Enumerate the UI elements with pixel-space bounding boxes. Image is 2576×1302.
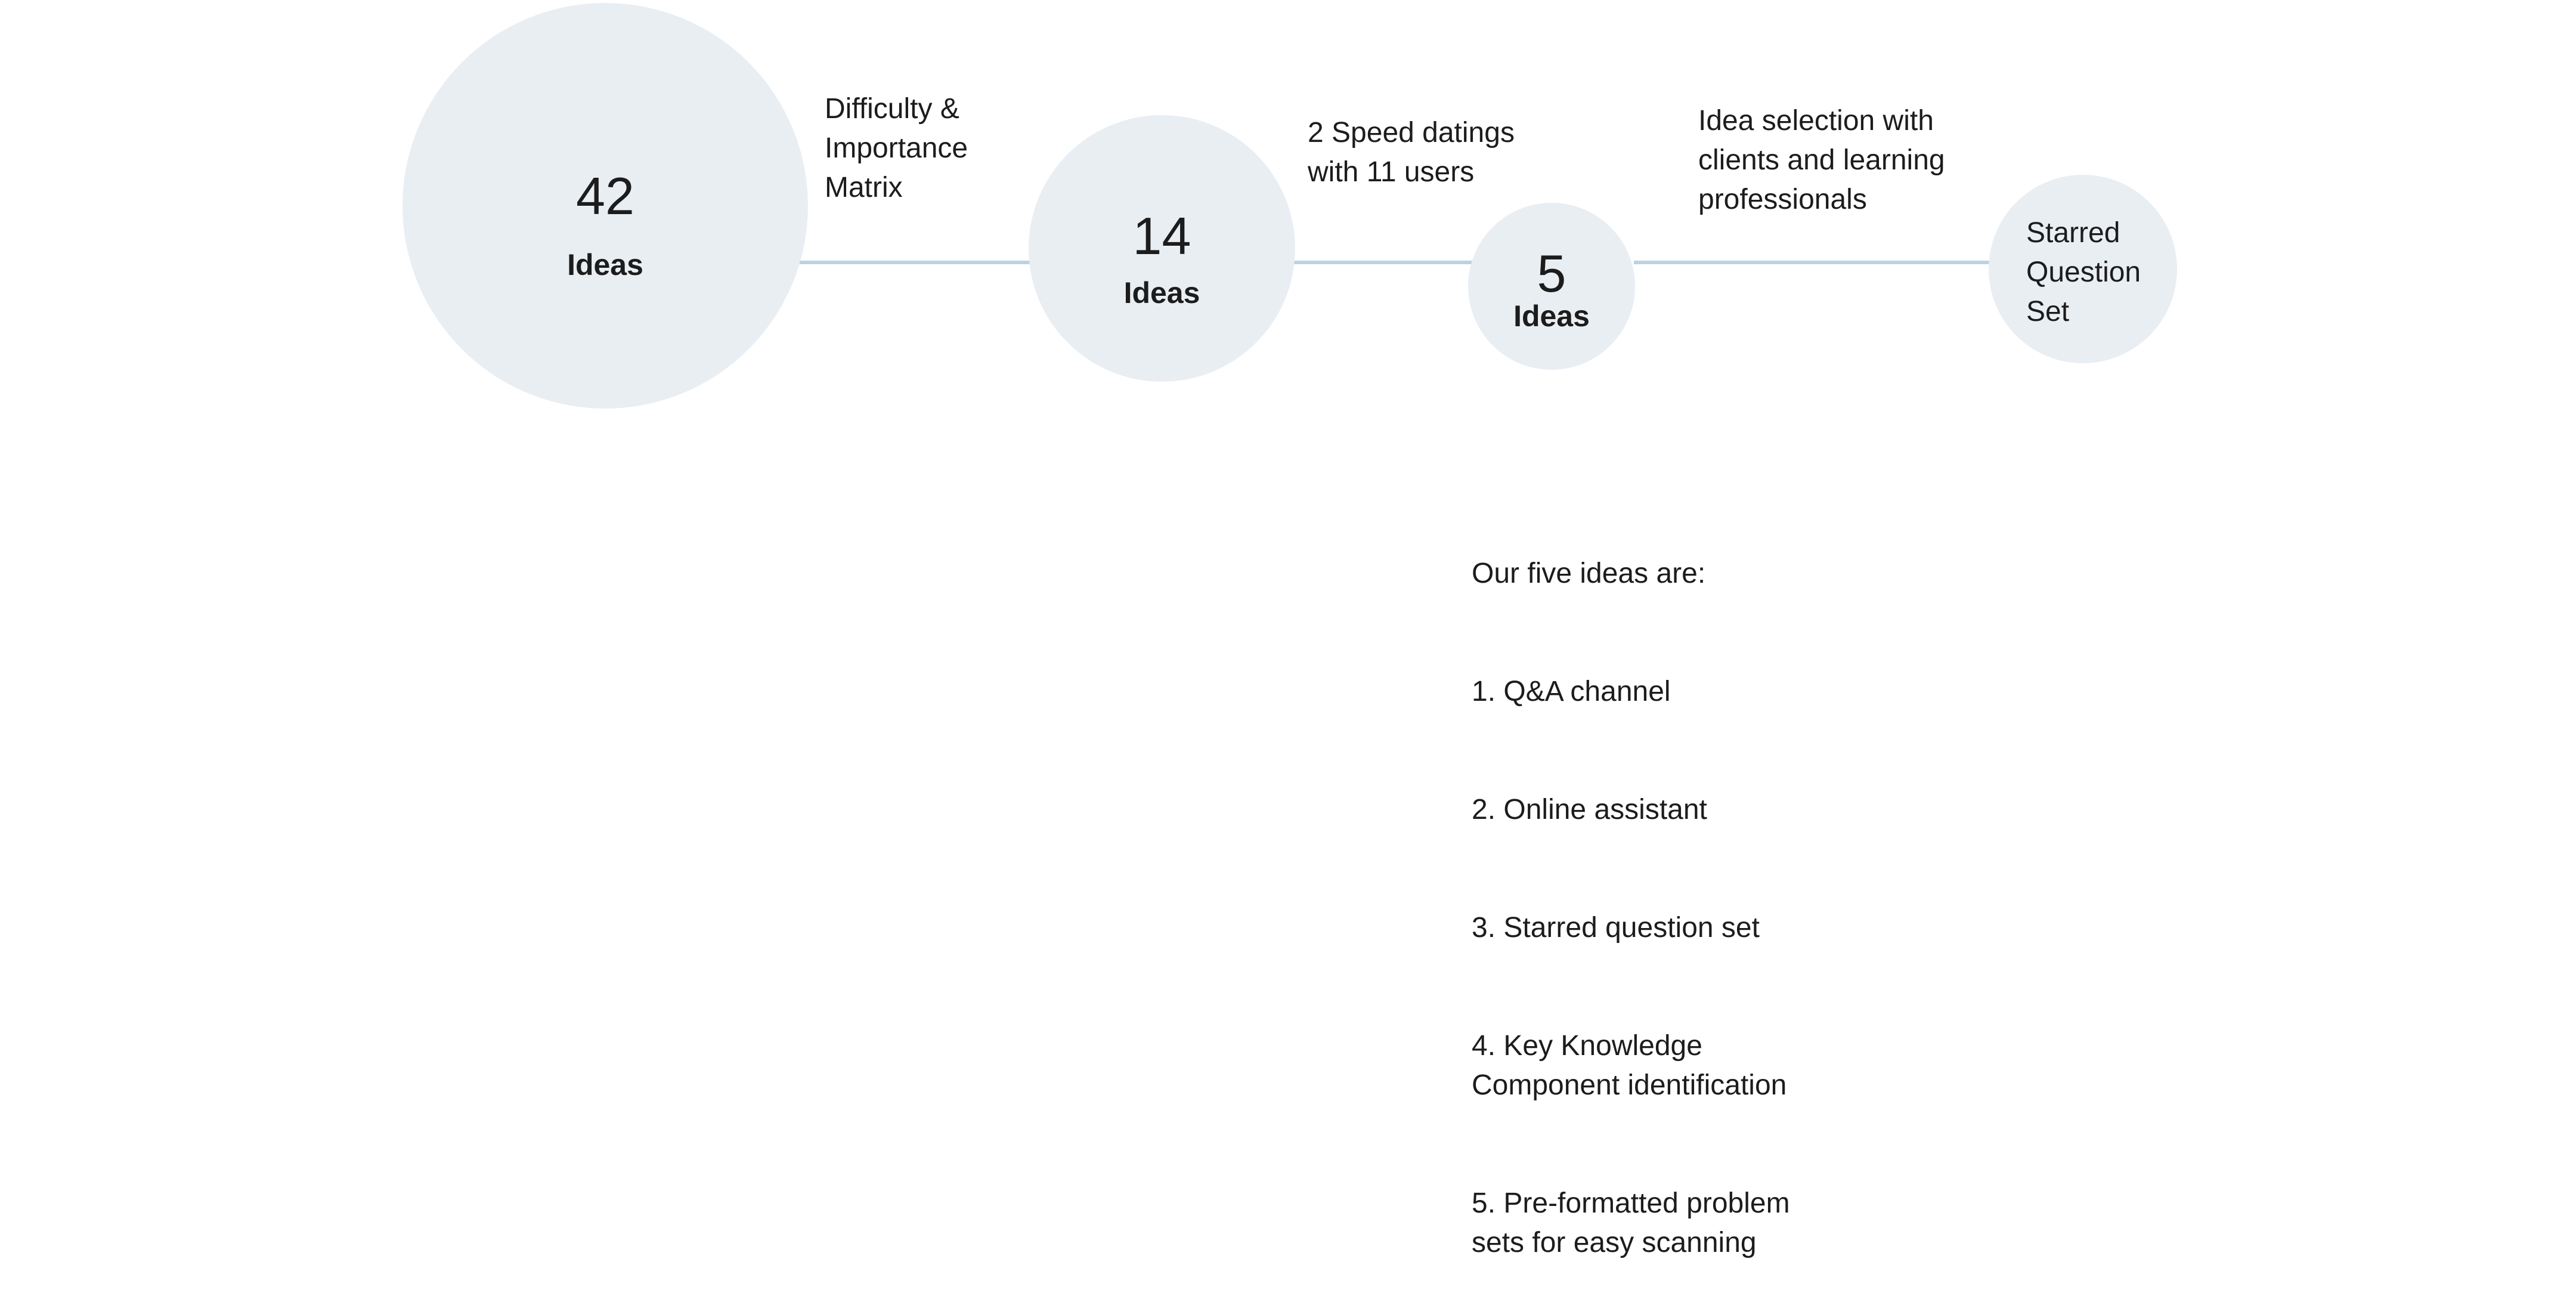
stage-unit-3: Ideas <box>1513 299 1590 333</box>
stage-label-4: Starred Question Set <box>2026 217 2141 327</box>
connector-line-3 <box>1634 261 1992 264</box>
summary-item-2: 2. Online assistant <box>1472 794 1707 825</box>
transition-label-2: 2 Speed datings with 11 users <box>1308 117 1515 188</box>
transition-label-3: Idea selection with clients and learning… <box>1698 105 1945 215</box>
stage-circle-3: 5 Ideas <box>1468 203 1635 370</box>
summary-item-5: 5. Pre-formatted problem sets for easy s… <box>1472 1187 1790 1258</box>
stage-count-1: 42 <box>576 166 634 225</box>
transition-label-1: Difficulty & Importance Matrix <box>825 93 968 203</box>
summary-item-4: 4. Key Knowledge Component identificatio… <box>1472 1030 1787 1101</box>
summary-heading: Our five ideas are: <box>1472 558 1706 589</box>
stage-circle-1: 42 Ideas <box>402 3 808 409</box>
stage-count-2: 14 <box>1132 206 1191 265</box>
connector-line-1 <box>799 261 1032 264</box>
summary-block: Our five ideas are: 1. Q&A channel 2. On… <box>1472 475 1790 1302</box>
summary-item-1: 1. Q&A channel <box>1472 676 1671 707</box>
stage-unit-1: Ideas <box>567 248 643 282</box>
stage-circle-2: 14 Ideas <box>1029 115 1295 382</box>
summary-item-3: 3. Starred question set <box>1472 912 1760 944</box>
connector-line-2 <box>1294 261 1473 264</box>
stage-count-3: 5 <box>1537 244 1566 303</box>
stage-unit-2: Ideas <box>1123 276 1200 310</box>
stage-circle-4 <box>1989 175 2177 363</box>
